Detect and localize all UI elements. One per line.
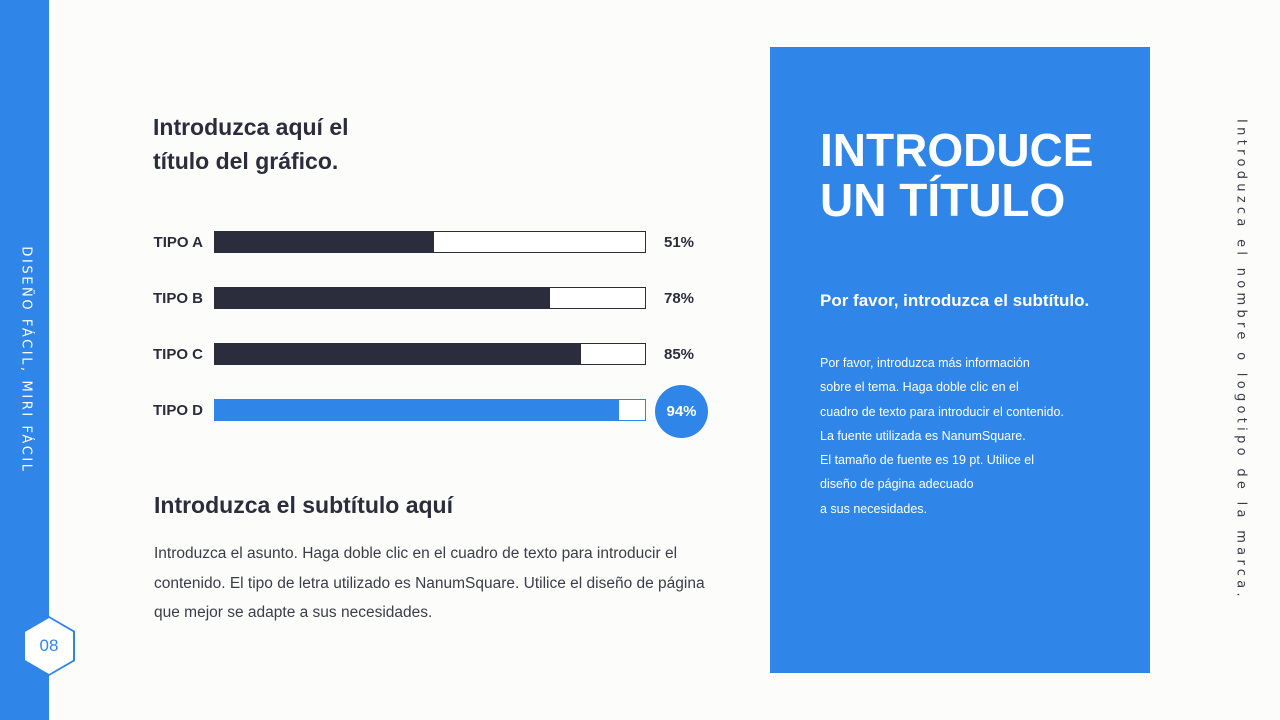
panel-title: INTRODUCE UN TÍTULO xyxy=(820,125,1140,225)
bar-category-label: TIPO B xyxy=(152,290,203,307)
panel-subtitle: Por favor, introduzca el subtítulo. xyxy=(820,291,1090,310)
panel-body-line: La fuente utilizada es NanumSquare. xyxy=(820,428,1026,443)
bar-row: TIPO C 85% xyxy=(0,343,720,367)
bar-value-badge: 94% xyxy=(655,385,708,438)
bar-row: TIPO D 94% xyxy=(0,385,720,438)
left-body-text: Introduzca el asunto. Haga doble clic en… xyxy=(154,545,705,621)
panel-title-line-1: INTRODUCE xyxy=(820,124,1094,176)
bar-row: TIPO B 78% xyxy=(0,287,720,311)
chart-title: Introduzca aquí el título del gráfico. xyxy=(153,110,453,178)
panel-body-text: Por favor, introduzca más información so… xyxy=(820,351,1120,521)
panel-body-line: a sus necesidades. xyxy=(820,501,928,516)
bar xyxy=(215,400,620,420)
chart-title-line-2: título del gráfico. xyxy=(153,148,339,174)
panel-body-line: sobre el tema. Haga doble clic en el xyxy=(820,380,1019,395)
panel-body-line: diseño de página adecuado xyxy=(820,477,974,492)
bar-category-label: TIPO C xyxy=(152,346,203,363)
brand-name-vertical: Introduzca el nombre o logotipo de la ma… xyxy=(1233,119,1249,601)
title-panel: INTRODUCE UN TÍTULO Por favor, introduzc… xyxy=(770,47,1150,673)
bar-track xyxy=(214,287,646,309)
bar-track xyxy=(214,399,646,421)
panel-body-line: El tamaño de fuente es 19 pt. Utilice el xyxy=(820,453,1035,468)
bar-value-label: 78% xyxy=(664,290,695,307)
bar xyxy=(215,344,581,364)
chart-title-line-1: Introduzca aquí el xyxy=(153,114,349,140)
panel-body-line: Por favor, introduzca más información xyxy=(820,356,1030,370)
bar-track xyxy=(214,343,646,365)
bar-track xyxy=(214,231,646,253)
bar xyxy=(215,288,551,308)
left-subtitle: Introduzca el subtítulo aquí xyxy=(154,492,453,518)
panel-title-line-2: UN TÍTULO xyxy=(820,174,1066,226)
panel-body-line: cuadro de texto para introducir el conte… xyxy=(820,404,1064,419)
bar-category-label: TIPO A xyxy=(153,234,203,251)
bar xyxy=(215,232,435,252)
bar-category-label: TIPO D xyxy=(152,402,203,419)
bar-value-label: 85% xyxy=(664,346,695,363)
bar-value-label: 51% xyxy=(664,234,695,251)
bar-row: TIPO A 51% xyxy=(0,231,720,255)
left-sidebar xyxy=(0,0,49,720)
